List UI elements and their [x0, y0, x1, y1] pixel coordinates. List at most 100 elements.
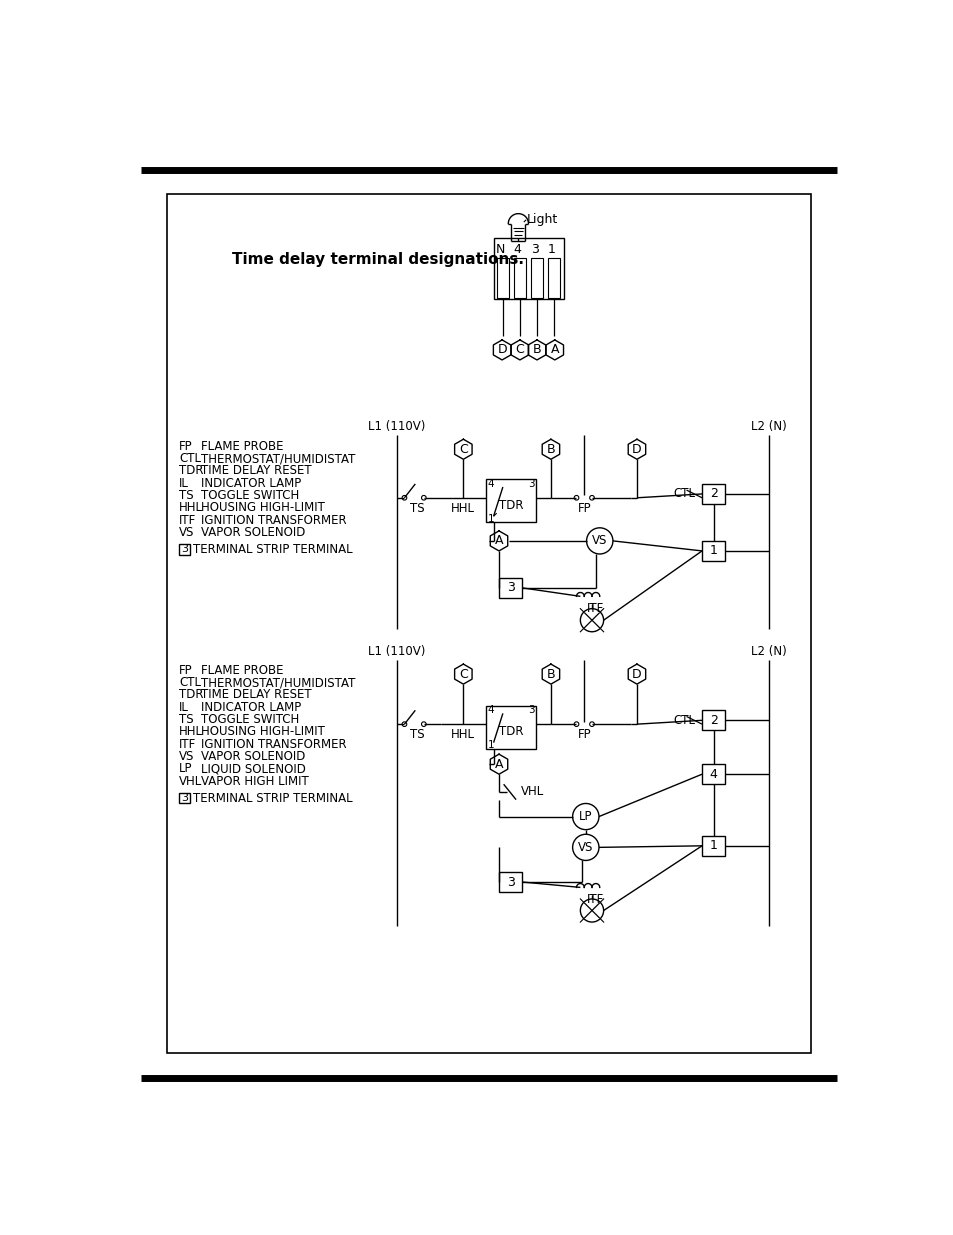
Text: HHL: HHL: [179, 501, 203, 514]
Circle shape: [589, 721, 594, 726]
Bar: [498, 872, 521, 892]
Text: D: D: [632, 668, 641, 680]
Text: VHL: VHL: [520, 785, 543, 798]
Text: TIME DELAY RESET: TIME DELAY RESET: [200, 688, 311, 701]
Text: CTL: CTL: [673, 488, 695, 500]
Text: ITF: ITF: [179, 514, 196, 526]
Text: LP: LP: [179, 762, 193, 776]
Bar: [498, 578, 521, 598]
Text: Time delay terminal designations.: Time delay terminal designations.: [232, 252, 523, 267]
Bar: [547, 258, 559, 298]
Text: TOGGLE SWITCH: TOGGLE SWITCH: [200, 713, 298, 726]
Text: HOUSING HIGH-LIMIT: HOUSING HIGH-LIMIT: [200, 725, 324, 739]
Text: VS: VS: [179, 750, 194, 763]
Text: FP: FP: [179, 663, 193, 677]
Text: HOUSING HIGH-LIMIT: HOUSING HIGH-LIMIT: [200, 501, 324, 514]
Text: ITF: ITF: [587, 893, 604, 906]
Bar: [513, 258, 525, 298]
Text: LIQUID SOLENOID: LIQUID SOLENOID: [200, 762, 305, 776]
Circle shape: [574, 721, 578, 726]
Text: A: A: [495, 758, 503, 771]
Text: HHL: HHL: [179, 725, 203, 739]
Bar: [701, 541, 724, 561]
Text: 4: 4: [709, 768, 717, 781]
Text: 3: 3: [181, 545, 188, 555]
Text: B: B: [532, 343, 540, 357]
Text: FLAME PROBE: FLAME PROBE: [200, 440, 283, 453]
Text: L2 (N): L2 (N): [750, 645, 786, 658]
Text: IGNITION TRANSFORMER: IGNITION TRANSFORMER: [200, 514, 346, 526]
Bar: [701, 836, 724, 856]
Text: INDICATOR LAMP: INDICATOR LAMP: [200, 477, 300, 489]
Bar: [179, 543, 190, 555]
Text: ITF: ITF: [179, 737, 196, 751]
Text: B: B: [546, 443, 555, 456]
Text: Light: Light: [526, 212, 558, 226]
Text: 4: 4: [487, 479, 494, 489]
Text: 3: 3: [506, 876, 514, 888]
Bar: [701, 484, 724, 504]
Text: ITF: ITF: [587, 603, 604, 615]
Circle shape: [586, 527, 612, 555]
Text: FP: FP: [179, 440, 193, 453]
Text: D: D: [497, 343, 506, 357]
Text: TS: TS: [179, 489, 193, 501]
Text: C: C: [458, 668, 467, 680]
Text: 3: 3: [506, 582, 514, 594]
Text: 3: 3: [527, 705, 534, 715]
Text: TERMINAL STRIP TERMINAL: TERMINAL STRIP TERMINAL: [193, 792, 352, 804]
Text: FLAME PROBE: FLAME PROBE: [200, 663, 283, 677]
Bar: [701, 764, 724, 784]
Text: CTL: CTL: [179, 676, 201, 689]
Text: TS: TS: [410, 503, 424, 515]
Circle shape: [579, 609, 603, 632]
Text: IGNITION TRANSFORMER: IGNITION TRANSFORMER: [200, 737, 346, 751]
Text: CTL: CTL: [673, 714, 695, 727]
Text: 1: 1: [547, 243, 555, 257]
Circle shape: [574, 495, 578, 500]
Text: 3: 3: [527, 479, 534, 489]
Bar: [485, 705, 536, 748]
Text: HHL: HHL: [451, 503, 475, 515]
Text: 2: 2: [709, 488, 717, 500]
Bar: [494, 237, 563, 299]
Text: A: A: [550, 343, 558, 357]
Text: THERMOSTAT/HUMIDISTAT: THERMOSTAT/HUMIDISTAT: [200, 452, 355, 466]
Text: 1: 1: [709, 840, 717, 852]
Text: L2 (N): L2 (N): [750, 420, 786, 433]
Text: IL: IL: [179, 700, 189, 714]
Circle shape: [402, 721, 406, 726]
Text: N: N: [496, 243, 505, 257]
Bar: [485, 479, 536, 522]
Text: 2: 2: [709, 714, 717, 727]
Text: TDR: TDR: [179, 464, 203, 478]
Text: TERMINAL STRIP TERMINAL: TERMINAL STRIP TERMINAL: [193, 543, 352, 556]
Text: TS: TS: [410, 729, 424, 741]
Text: C: C: [458, 443, 467, 456]
Text: VHL: VHL: [179, 774, 202, 788]
Bar: [167, 194, 810, 1053]
Text: TS: TS: [179, 713, 193, 726]
Text: VS: VS: [592, 535, 607, 547]
Text: VAPOR HIGH LIMIT: VAPOR HIGH LIMIT: [200, 774, 308, 788]
Bar: [701, 710, 724, 730]
Text: IL: IL: [179, 477, 189, 489]
Circle shape: [572, 835, 598, 861]
Text: A: A: [495, 535, 503, 547]
Text: 1: 1: [487, 740, 494, 750]
Text: HHL: HHL: [451, 729, 475, 741]
Circle shape: [572, 804, 598, 830]
Text: FP: FP: [577, 729, 591, 741]
Text: VAPOR SOLENOID: VAPOR SOLENOID: [200, 750, 305, 763]
Text: THERMOSTAT/HUMIDISTAT: THERMOSTAT/HUMIDISTAT: [200, 676, 355, 689]
Text: L1 (110V): L1 (110V): [368, 420, 425, 433]
Text: VS: VS: [578, 841, 593, 853]
Bar: [179, 793, 190, 804]
Text: TDR: TDR: [179, 688, 203, 701]
Text: B: B: [546, 668, 555, 680]
Circle shape: [421, 495, 426, 500]
Text: TDR: TDR: [498, 499, 522, 513]
Circle shape: [402, 495, 406, 500]
Text: INDICATOR LAMP: INDICATOR LAMP: [200, 700, 300, 714]
Text: TIME DELAY RESET: TIME DELAY RESET: [200, 464, 311, 478]
